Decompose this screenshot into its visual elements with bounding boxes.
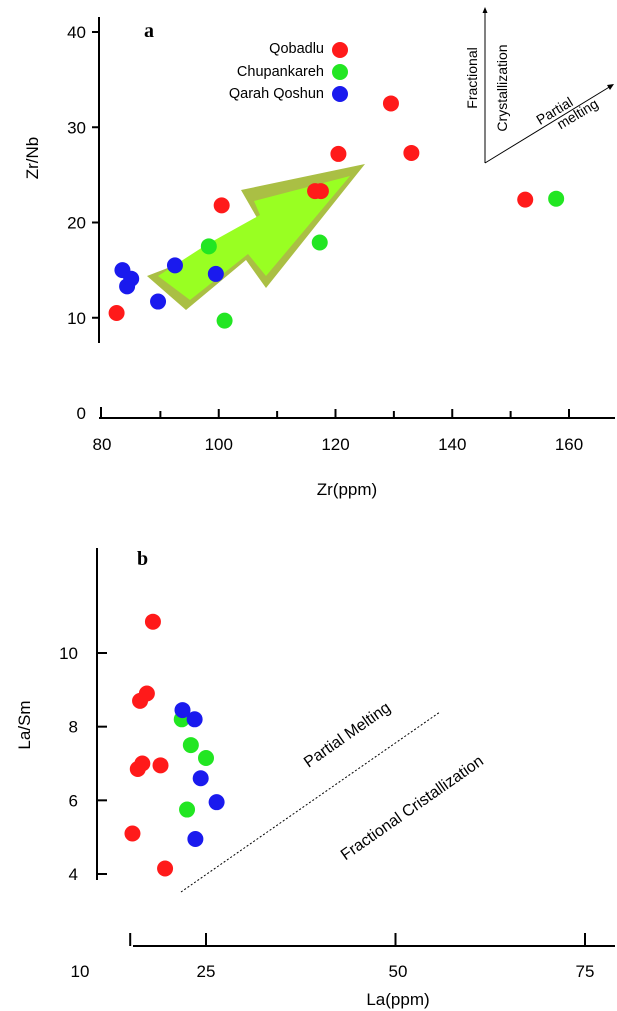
data-point-blue	[174, 702, 191, 719]
data-point-qobadlu	[108, 304, 125, 321]
y-tick-label: 8	[69, 718, 78, 737]
x-tick-label: 50	[389, 962, 408, 981]
data-point-green	[179, 801, 196, 818]
vector-fc-arrowhead	[482, 7, 488, 13]
data-point-qarah-qoshun	[207, 265, 224, 282]
data-point-blue	[186, 711, 203, 728]
data-point-red	[157, 860, 174, 877]
panel-a-x-label: Zr(ppm)	[317, 480, 377, 499]
panel-b-divider-line	[180, 711, 441, 893]
panel-b: b 4 6 8 10 La/Sm 10 25 50 75 La(ppm) Partial M…	[15, 548, 615, 1009]
panel-b-letter: b	[137, 548, 148, 570]
data-point-qarah-qoshun	[123, 270, 140, 287]
data-point-green	[198, 749, 214, 766]
y-tick-label: 30	[67, 118, 86, 137]
data-point-qarah-qoshun	[166, 257, 183, 274]
y-tick-label: 6	[69, 791, 78, 810]
data-point-qobadlu	[403, 144, 420, 161]
x-tick-label: 160	[555, 435, 583, 454]
panel-a-process-vectors: Fractional Crystallization Partial melti…	[464, 7, 614, 164]
label-fractional-cristallization: Fractional Cristallization	[338, 753, 487, 864]
y-tick-label: 0	[77, 404, 86, 423]
panel-a-points	[108, 95, 565, 329]
panel-b-x-ticks: 10 25 50 75	[71, 933, 595, 981]
data-point-green	[182, 737, 199, 754]
y-tick-label: 10	[59, 644, 78, 663]
panel-b-y-ticks: 4 6 8 10	[59, 644, 107, 884]
panel-b-x-label: La(ppm)	[366, 990, 429, 1009]
y-tick-label: 40	[67, 23, 86, 42]
x-tick-label: 120	[321, 435, 349, 454]
data-point-blue	[192, 770, 209, 787]
label-partial-melting: Partial Melting	[301, 699, 394, 771]
y-tick-label: 20	[67, 214, 86, 233]
legend-label-qobadlu: Qobadlu	[269, 41, 324, 57]
panel-a-x-ticks: 80 100 120 140 160	[93, 407, 583, 454]
panel-b-y-label: La/Sm	[15, 700, 34, 749]
data-point-red	[138, 685, 155, 702]
x-tick-label: 10	[71, 962, 90, 981]
legend-marker-chupankareh	[332, 64, 348, 80]
x-tick-label: 80	[93, 435, 112, 454]
y-tick-label: 4	[69, 865, 78, 884]
panel-a: a 0 10 20 30 40 Zr/Nb 80 100 120 140 160 Zr(ppm)…	[23, 7, 615, 499]
panel-a-letter: a	[144, 20, 154, 42]
panel-a-y-label: Zr/Nb	[23, 137, 42, 180]
panel-a-y-ticks: 0 10 20 30 40	[67, 23, 99, 423]
data-point-chupankareh	[311, 234, 328, 251]
data-point-qobadlu	[213, 197, 230, 214]
legend-marker-qarah-qoshun	[332, 86, 348, 102]
legend-label-qarah-qoshun: Qarah Qoshun	[229, 86, 324, 102]
vector-partial-melting	[484, 85, 612, 164]
vector-pm-arrowhead	[607, 84, 614, 90]
data-point-qobadlu	[330, 145, 347, 162]
data-point-qobadlu	[382, 95, 399, 112]
data-point-red	[144, 613, 161, 630]
panel-b-points	[124, 613, 225, 877]
data-point-red	[134, 755, 151, 772]
data-point-red	[124, 825, 141, 842]
data-point-chupankareh	[216, 312, 233, 329]
label-fractional: Fractional	[464, 47, 480, 108]
x-tick-label: 75	[576, 962, 595, 981]
data-point-qarah-qoshun	[150, 293, 167, 310]
y-tick-label: 10	[67, 309, 86, 328]
x-tick-label: 100	[205, 435, 233, 454]
data-point-qobadlu	[312, 183, 329, 200]
x-tick-label: 25	[197, 962, 216, 981]
data-point-qobadlu	[517, 191, 534, 208]
data-point-blue	[208, 794, 225, 811]
legend-marker-qobadlu	[332, 42, 348, 58]
label-crystallization: Crystallization	[494, 44, 510, 131]
data-point-chupankareh	[200, 238, 217, 255]
x-tick-label: 140	[438, 435, 466, 454]
data-point-blue	[187, 831, 204, 848]
panel-a-trend-arrow-fill	[158, 176, 350, 300]
data-point-chupankareh	[548, 190, 565, 207]
data-point-red	[152, 757, 169, 774]
legend-label-chupankareh: Chupankareh	[237, 64, 324, 80]
panel-a-legend: Qobadlu Chupankareh Qarah Qoshun	[229, 41, 348, 102]
